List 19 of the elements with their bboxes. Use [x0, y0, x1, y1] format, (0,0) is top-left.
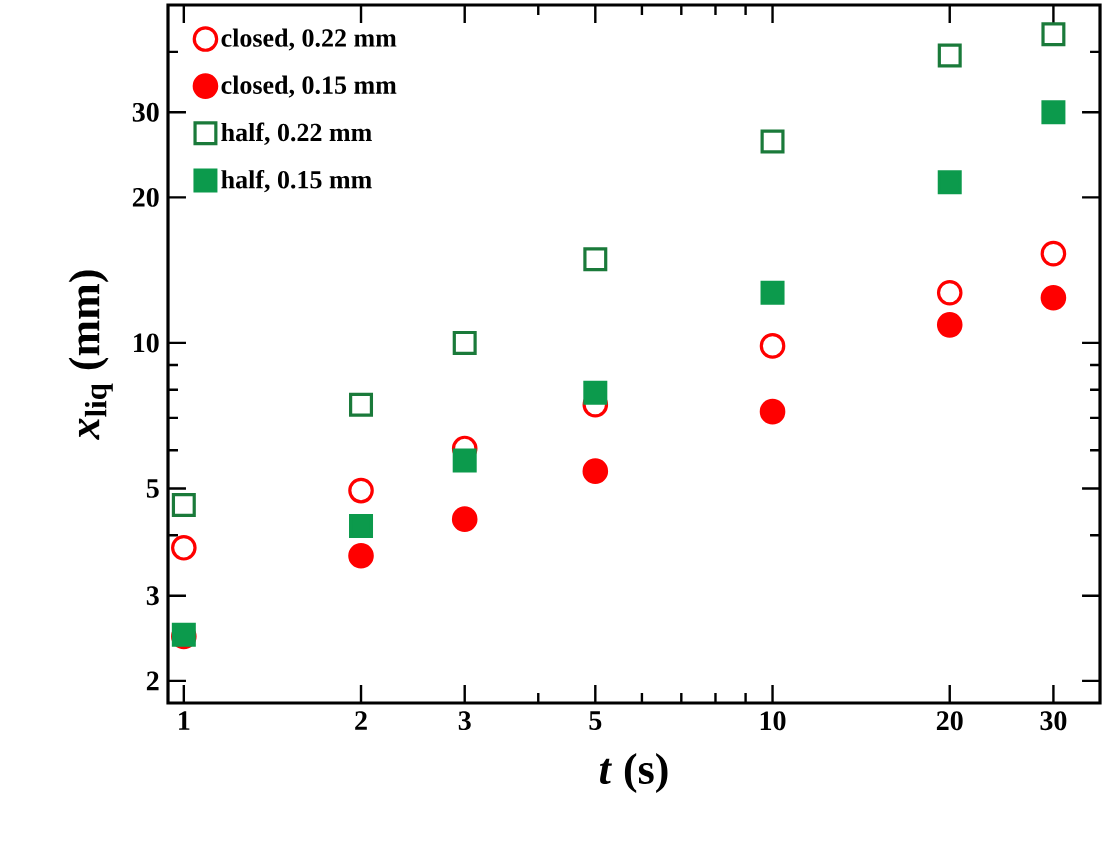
y-tick-label: 5: [146, 479, 159, 498]
x-tick-label: 1: [179, 711, 190, 730]
x-tick-label: 2: [355, 711, 367, 730]
y-tick-label: 2: [146, 671, 159, 691]
y-axis-title: x$_{liq}$ (mm): [68, 270, 113, 440]
legend-label: half, 0.15 mm: [221, 169, 372, 193]
legend-label: closed, 0.15 mm: [221, 75, 397, 98]
x-tick-label: 10: [760, 711, 786, 731]
x-axis-title: t (s): [599, 753, 668, 793]
x-tick-label: 20: [936, 711, 963, 731]
x-tick-label: 30: [1040, 711, 1067, 731]
legend-label: half, 0.22 mm: [221, 122, 372, 145]
x-tick-label: 3: [458, 711, 471, 731]
y-tick-label: 3: [146, 586, 159, 606]
x-tick-label: 5: [589, 711, 602, 730]
y-tick-label: 30: [132, 102, 159, 122]
y-tick-label: 20: [132, 187, 159, 207]
legend-label: closed, 0.22 mm: [221, 28, 397, 51]
y-tick-label: 10: [133, 333, 159, 353]
